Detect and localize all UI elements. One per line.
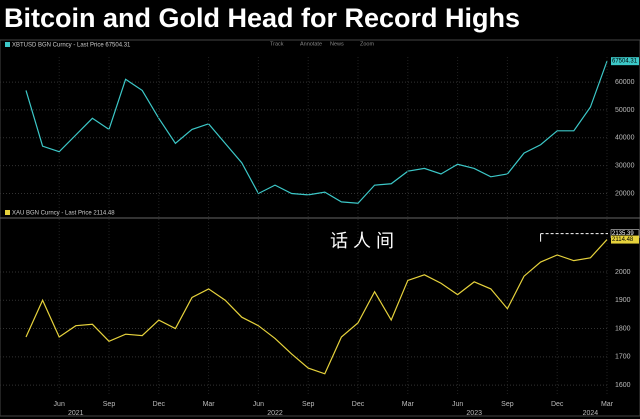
x-year-label: 2022 [267, 410, 283, 417]
toolbar-item[interactable]: Zoom [360, 41, 374, 47]
x-year-label: 2023 [466, 410, 482, 417]
x-tick-label: Dec [551, 401, 564, 408]
x-tick-label: Jun [452, 401, 463, 408]
x-tick-label: Mar [402, 401, 415, 408]
frame [0, 39, 640, 417]
y-tick-label: 1800 [615, 325, 631, 332]
legend-entry: XBTUSD BGN Curncy - Last Price 67504.31 [12, 43, 131, 49]
watermark: 话 人 间 [330, 231, 394, 251]
toolbar-item[interactable]: News [330, 41, 344, 47]
y-tick-label: 2000 [615, 269, 631, 276]
x-tick-label: Dec [153, 401, 166, 408]
y-tick-label: 40000 [615, 135, 635, 142]
y-tick-label: 1600 [615, 382, 631, 389]
y-tick-label: 60000 [615, 79, 635, 86]
x-year-label: 2024 [583, 410, 599, 417]
last-price-box [611, 57, 639, 66]
y-tick-label: 1700 [615, 354, 631, 361]
x-tick-label: Sep [501, 401, 514, 408]
legend-swatch [5, 42, 10, 47]
x-tick-label: Jun [253, 401, 264, 408]
y-tick-label: 20000 [615, 190, 635, 197]
chart-title: Bitcoin and Gold Head for Record Highs [4, 3, 520, 33]
last-price-label: 67504.31 [612, 59, 638, 65]
series-line [25, 239, 608, 375]
legend-entry: XAU BGN Curncy - Last Price 2114.48 [12, 211, 115, 217]
x-tick-label: Jun [54, 401, 65, 408]
x-tick-label: Sep [103, 401, 116, 408]
x-year-label: 2021 [68, 410, 84, 417]
x-tick-label: Dec [352, 401, 365, 408]
series-line [25, 60, 608, 204]
toolbar-item[interactable]: Annotate [300, 41, 322, 47]
x-tick-label: Mar [203, 401, 216, 408]
toolbar-item[interactable]: Track [270, 41, 284, 47]
last-price-box [611, 235, 639, 244]
y-tick-label: 30000 [615, 162, 635, 169]
x-tick-label: Mar [601, 401, 614, 408]
reference-label: 2135.39 [612, 231, 634, 237]
last-price-label: 2114.48 [612, 237, 634, 243]
y-tick-label: 50000 [615, 107, 635, 114]
x-tick-label: Sep [302, 401, 315, 408]
legend-swatch [5, 210, 10, 215]
y-tick-label: 1900 [615, 297, 631, 304]
